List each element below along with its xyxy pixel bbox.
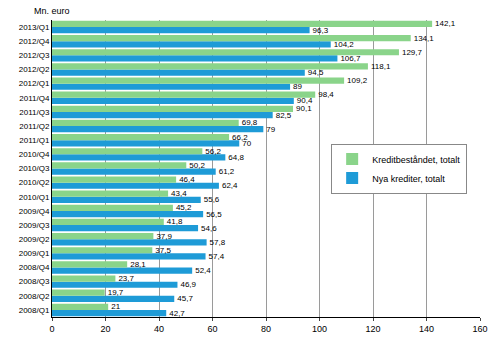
svg-text:46,4: 46,4 <box>179 175 195 184</box>
svg-text:28,1: 28,1 <box>130 260 146 269</box>
svg-text:104,2: 104,2 <box>334 40 355 49</box>
svg-text:129,7: 129,7 <box>402 48 423 57</box>
svg-text:62,4: 62,4 <box>222 181 238 190</box>
svg-text:45,7: 45,7 <box>177 294 193 303</box>
svg-text:118,1: 118,1 <box>371 62 391 71</box>
svg-text:96,3: 96,3 <box>313 26 329 35</box>
svg-text:46,9: 46,9 <box>180 280 196 289</box>
svg-text:2010/Q1: 2010/Q1 <box>19 193 50 202</box>
svg-text:Nya krediter, totalt: Nya krediter, totalt <box>372 174 445 184</box>
svg-text:70: 70 <box>242 139 251 148</box>
svg-text:89: 89 <box>293 82 302 91</box>
svg-text:160: 160 <box>472 324 487 334</box>
svg-text:Kreditbeståndet, totalt: Kreditbeståndet, totalt <box>372 155 460 165</box>
svg-text:80: 80 <box>261 324 271 334</box>
svg-text:57,8: 57,8 <box>210 238 226 247</box>
svg-text:2008/Q4: 2008/Q4 <box>19 263 50 272</box>
svg-text:42,7: 42,7 <box>169 309 185 318</box>
svg-text:94,5: 94,5 <box>308 68 324 77</box>
svg-text:64,8: 64,8 <box>228 153 244 162</box>
svg-text:98,4: 98,4 <box>318 90 334 99</box>
svg-text:106,7: 106,7 <box>340 54 361 63</box>
svg-text:Mn. euro: Mn. euro <box>34 6 70 16</box>
svg-text:56,2: 56,2 <box>205 147 221 156</box>
svg-text:2010/Q3: 2010/Q3 <box>19 164 50 173</box>
svg-text:2008/Q1: 2008/Q1 <box>19 306 50 315</box>
svg-text:2009/Q1: 2009/Q1 <box>19 249 50 258</box>
svg-text:2011/Q2: 2011/Q2 <box>19 122 50 131</box>
svg-text:57,4: 57,4 <box>209 252 225 261</box>
svg-text:37,5: 37,5 <box>155 246 171 255</box>
svg-text:134,1: 134,1 <box>414 34 435 43</box>
svg-text:2009/Q2: 2009/Q2 <box>19 235 50 244</box>
svg-text:2011/Q4: 2011/Q4 <box>19 94 50 103</box>
svg-text:109,2: 109,2 <box>347 76 368 85</box>
svg-text:2011/Q3: 2011/Q3 <box>19 108 50 117</box>
svg-text:2013/Q1: 2013/Q1 <box>19 23 50 32</box>
svg-text:90,1: 90,1 <box>296 104 312 113</box>
svg-text:2009/Q4: 2009/Q4 <box>19 207 50 216</box>
svg-text:2010/Q2: 2010/Q2 <box>19 178 50 187</box>
svg-text:140: 140 <box>419 324 434 334</box>
svg-text:21: 21 <box>111 302 120 311</box>
svg-text:100: 100 <box>312 324 327 334</box>
svg-text:43,4: 43,4 <box>171 189 187 198</box>
svg-text:2009/Q3: 2009/Q3 <box>19 221 50 230</box>
svg-text:37,9: 37,9 <box>156 232 172 241</box>
svg-text:2012/Q4: 2012/Q4 <box>19 37 50 46</box>
svg-text:60: 60 <box>207 324 217 334</box>
svg-text:120: 120 <box>365 324 380 334</box>
svg-text:55,6: 55,6 <box>204 195 220 204</box>
svg-text:66,2: 66,2 <box>232 133 248 142</box>
svg-text:54,6: 54,6 <box>201 224 217 233</box>
svg-text:2012/Q1: 2012/Q1 <box>19 79 50 88</box>
svg-text:2008/Q3: 2008/Q3 <box>19 277 50 286</box>
svg-text:40: 40 <box>154 324 164 334</box>
svg-text:52,4: 52,4 <box>195 266 211 275</box>
svg-text:90,4: 90,4 <box>297 96 313 105</box>
svg-text:50,2: 50,2 <box>189 161 205 170</box>
svg-text:19,7: 19,7 <box>108 288 124 297</box>
svg-text:79: 79 <box>266 125 275 134</box>
svg-text:2008/Q2: 2008/Q2 <box>19 292 50 301</box>
svg-text:142,1: 142,1 <box>435 19 456 28</box>
svg-text:2012/Q2: 2012/Q2 <box>19 65 50 74</box>
svg-text:2010/Q4: 2010/Q4 <box>19 150 50 159</box>
svg-text:2011/Q1: 2011/Q1 <box>19 136 50 145</box>
svg-text:2012/Q3: 2012/Q3 <box>19 51 50 60</box>
svg-text:0: 0 <box>49 324 54 334</box>
svg-text:82,5: 82,5 <box>276 111 292 120</box>
svg-text:41,8: 41,8 <box>167 217 183 226</box>
svg-text:69,8: 69,8 <box>242 118 258 127</box>
svg-text:23,7: 23,7 <box>118 274 134 283</box>
svg-text:45,2: 45,2 <box>176 203 192 212</box>
svg-text:61,2: 61,2 <box>219 167 235 176</box>
svg-text:20: 20 <box>100 324 110 334</box>
svg-text:56,5: 56,5 <box>206 210 222 219</box>
